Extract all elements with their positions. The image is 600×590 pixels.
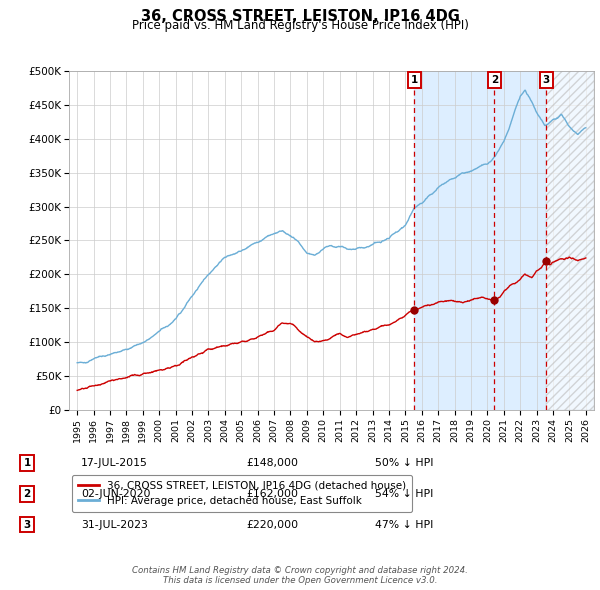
Text: £220,000: £220,000 xyxy=(246,520,298,529)
Text: 2: 2 xyxy=(491,74,498,84)
Text: £162,000: £162,000 xyxy=(246,489,298,499)
Legend: 36, CROSS STREET, LEISTON, IP16 4DG (detached house), HPI: Average price, detach: 36, CROSS STREET, LEISTON, IP16 4DG (det… xyxy=(71,474,412,512)
Text: 50% ↓ HPI: 50% ↓ HPI xyxy=(375,458,433,468)
Text: Price paid vs. HM Land Registry's House Price Index (HPI): Price paid vs. HM Land Registry's House … xyxy=(131,19,469,32)
Text: 1: 1 xyxy=(410,74,418,84)
Text: 3: 3 xyxy=(23,520,31,529)
Text: 36, CROSS STREET, LEISTON, IP16 4DG: 36, CROSS STREET, LEISTON, IP16 4DG xyxy=(140,9,460,24)
Bar xyxy=(414,71,594,410)
Text: 54% ↓ HPI: 54% ↓ HPI xyxy=(375,489,433,499)
Text: £148,000: £148,000 xyxy=(246,458,298,468)
Text: 1: 1 xyxy=(23,458,31,468)
Text: 31-JUL-2023: 31-JUL-2023 xyxy=(81,520,148,529)
Text: 3: 3 xyxy=(542,74,550,84)
Text: 17-JUL-2015: 17-JUL-2015 xyxy=(81,458,148,468)
Text: 47% ↓ HPI: 47% ↓ HPI xyxy=(375,520,433,529)
Text: Contains HM Land Registry data © Crown copyright and database right 2024.
This d: Contains HM Land Registry data © Crown c… xyxy=(132,566,468,585)
Text: 02-JUN-2020: 02-JUN-2020 xyxy=(81,489,151,499)
Text: 2: 2 xyxy=(23,489,31,499)
